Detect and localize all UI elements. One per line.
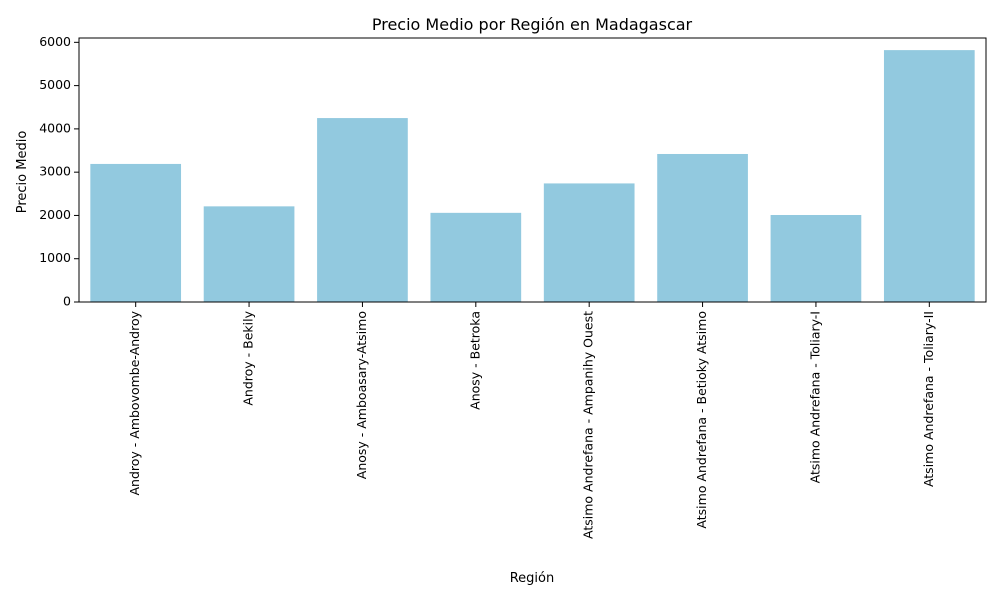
x-tick-label-4: Atsimo Andrefana - Ampanihy Ouest	[581, 311, 596, 539]
bar-6	[770, 215, 862, 302]
x-axis: Androy - Ambovombe-Androy Androy - Bekily…	[127, 302, 936, 539]
chart-title: Precio Medio por Región en Madagascar	[372, 15, 693, 34]
bar-7	[883, 50, 975, 302]
y-tick-label-4: 4000	[39, 120, 71, 135]
y-axis-label: Precio Medio	[15, 131, 30, 214]
y-tick-label-1: 1000	[39, 250, 71, 265]
x-tick-label-0: Androy - Ambovombe-Androy	[127, 310, 142, 495]
y-tick-label-2: 2000	[39, 207, 71, 222]
x-tick-label-7: Atsimo Andrefana - Toliary-II	[921, 311, 936, 487]
y-tick-label-3: 3000	[39, 164, 71, 179]
bars-group	[90, 50, 975, 302]
x-axis-label: Región	[510, 571, 555, 586]
x-tick-label-5: Atsimo Andrefana - Betioky Atsimo	[694, 311, 709, 529]
y-tick-label-5: 5000	[39, 77, 71, 92]
bar-5	[657, 153, 748, 302]
x-tick-label-6: Atsimo Andrefana - Toliary-I	[807, 311, 822, 483]
bar-0	[90, 163, 182, 302]
x-tick-label-2: Anosy - Amboasary-Atsimo	[354, 311, 369, 479]
bar-3	[430, 212, 522, 302]
y-tick-label-0: 0	[63, 294, 71, 309]
y-tick-label-6: 6000	[39, 34, 71, 49]
axis-spines	[78, 37, 987, 303]
y-axis: 0 1000 2000 3000 4000 5000 6000	[39, 34, 79, 309]
x-tick-label-1: Androy - Bekily	[241, 310, 256, 405]
x-tick-label-3: Anosy - Betroka	[467, 311, 482, 410]
bar-1	[203, 206, 295, 302]
bar-2	[317, 118, 408, 302]
bar-4	[543, 183, 635, 302]
